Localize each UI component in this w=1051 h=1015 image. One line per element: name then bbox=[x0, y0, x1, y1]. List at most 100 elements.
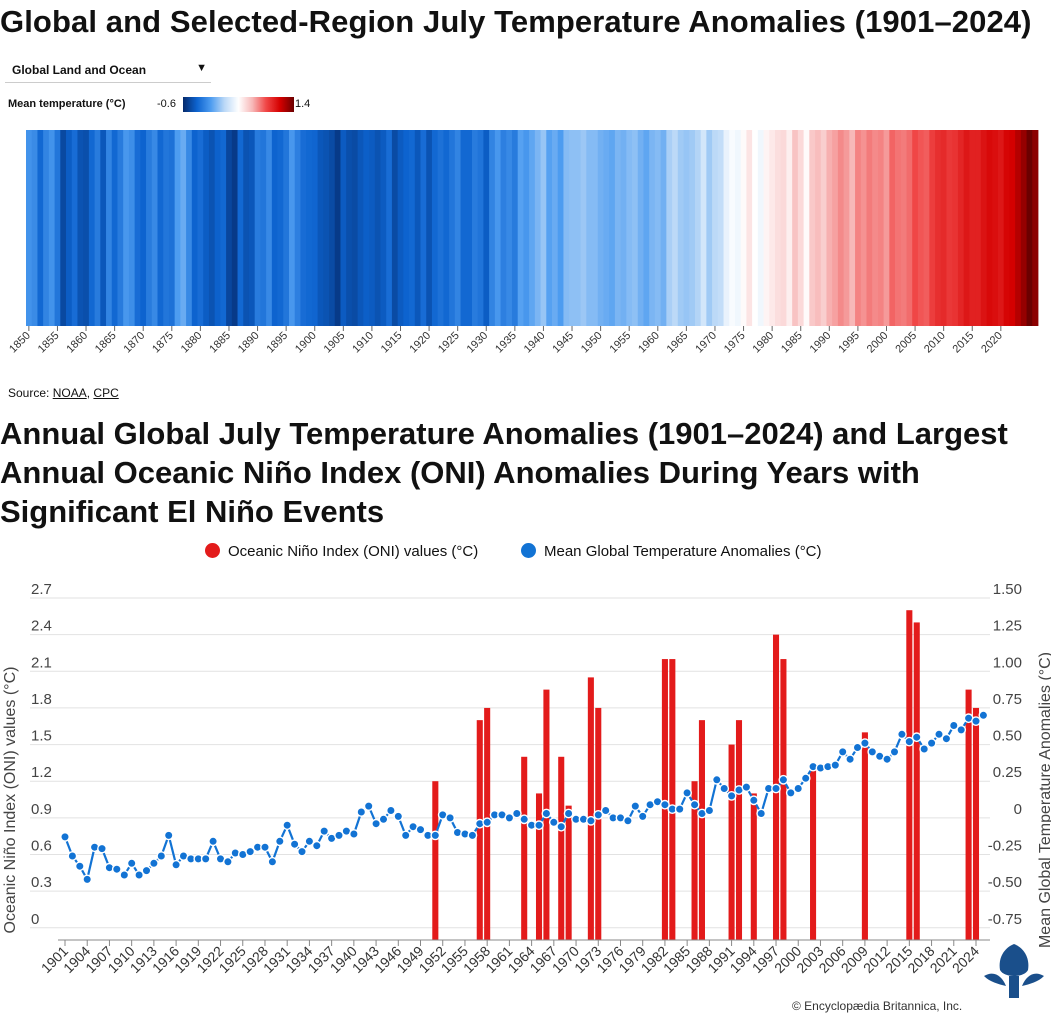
stripe-1961 bbox=[660, 130, 667, 326]
temperature-point-1936 bbox=[319, 826, 330, 837]
stripe-2003 bbox=[900, 130, 907, 326]
stripe-1868 bbox=[128, 130, 136, 326]
stripe-1909 bbox=[363, 130, 370, 326]
stripe-1980 bbox=[769, 130, 776, 326]
stripe-1955 bbox=[626, 130, 633, 326]
temperature-point-1999 bbox=[785, 787, 796, 798]
stripe-1866 bbox=[117, 130, 124, 326]
temperature-point-1942 bbox=[363, 801, 374, 812]
logo-leaf-left bbox=[984, 973, 1006, 986]
temperature-point-1938 bbox=[334, 830, 344, 841]
stripe-1931 bbox=[489, 130, 496, 326]
stripes-tick-label: 1905 bbox=[322, 330, 348, 356]
oni-bar-1973 bbox=[595, 707, 602, 940]
stripe-1957 bbox=[637, 130, 644, 326]
temperature-point-2007 bbox=[845, 754, 855, 765]
britannica-thistle-logo bbox=[984, 944, 1044, 998]
stripe-1939 bbox=[534, 130, 541, 326]
temperature-point-1965 bbox=[534, 820, 544, 831]
stripes-tick-label: 1960 bbox=[636, 330, 662, 356]
logo-stem bbox=[1009, 976, 1019, 998]
stripes-tick-label: 2000 bbox=[865, 330, 891, 356]
stripe-2006 bbox=[917, 130, 925, 326]
oni-bar-1968 bbox=[558, 756, 565, 940]
legend-temp-label: Mean Global Temperature Anomalies (°C) bbox=[544, 543, 822, 560]
temperature-point-2020 bbox=[941, 733, 952, 744]
stripe-1893 bbox=[271, 130, 278, 326]
stripes-tick-label: 1860 bbox=[64, 330, 90, 356]
stripe-1970 bbox=[712, 130, 719, 326]
legend-item-oni[interactable]: Oceanic Niño Index (ONI) values (°C) bbox=[205, 543, 478, 560]
stripe-1996 bbox=[860, 130, 867, 326]
stripe-1865 bbox=[111, 130, 118, 326]
temperature-point-2005 bbox=[830, 760, 841, 771]
source-link-noaa[interactable]: NOAA bbox=[52, 386, 87, 400]
stripe-1902 bbox=[323, 130, 330, 326]
y-left-axis-title: Oceanic Niño Index (ONI) values (°C) bbox=[2, 667, 19, 934]
color-scale-max: 1.4 bbox=[295, 98, 311, 110]
stripe-2012 bbox=[952, 130, 959, 326]
stripe-2007 bbox=[923, 130, 930, 326]
stripe-1993 bbox=[843, 130, 850, 326]
source-link-cpc[interactable]: CPC bbox=[93, 386, 119, 400]
stripe-2023 bbox=[1015, 130, 1022, 326]
temperature-point-1986 bbox=[689, 799, 700, 810]
stripe-1891 bbox=[260, 130, 267, 326]
stripe-1933 bbox=[500, 130, 507, 326]
stripe-1968 bbox=[700, 130, 707, 326]
temperature-point-2013 bbox=[889, 746, 900, 757]
stripes-tick-label: 1965 bbox=[665, 330, 691, 356]
stripes-tick-label: 1990 bbox=[808, 330, 834, 356]
oni-bar-1972 bbox=[587, 677, 594, 940]
region-select[interactable]: Global Land and Ocean ▼ bbox=[5, 58, 211, 83]
stripe-1986 bbox=[803, 130, 810, 326]
stripe-1967 bbox=[694, 130, 702, 326]
oni-bar-2016 bbox=[913, 622, 920, 940]
temperature-point-1956 bbox=[467, 830, 478, 841]
stripe-1857 bbox=[66, 130, 73, 326]
stripe-1906 bbox=[346, 130, 353, 326]
stripe-1994 bbox=[849, 130, 856, 326]
temperature-point-2012 bbox=[882, 754, 892, 765]
stripe-1929 bbox=[477, 130, 484, 326]
temperature-point-2006 bbox=[837, 746, 848, 757]
oni-bar-1969 bbox=[565, 805, 572, 940]
temperature-point-1997 bbox=[771, 783, 781, 794]
stripe-2020 bbox=[997, 130, 1005, 326]
temperature-point-1963 bbox=[519, 814, 530, 825]
stripe-1852 bbox=[37, 130, 44, 326]
stripe-1999 bbox=[877, 130, 885, 326]
oni-bar-1998 bbox=[780, 659, 787, 940]
y-left-tick-label: 2.7 bbox=[31, 581, 52, 598]
stripe-1925 bbox=[454, 130, 461, 326]
temperature-point-1904 bbox=[82, 874, 93, 885]
stripe-1977 bbox=[752, 130, 759, 326]
warming-stripes-chart: 1850 1855 1860 1865 1870 1875 1880 1885 1890 1895… bbox=[7, 130, 1039, 356]
stripe-2008 bbox=[929, 130, 936, 326]
stripes-tick-label: 1880 bbox=[179, 330, 205, 356]
stripe-1889 bbox=[248, 130, 256, 326]
stripes-tick-label: 2020 bbox=[979, 330, 1005, 356]
stripe-1941 bbox=[546, 130, 553, 326]
stripe-1963 bbox=[672, 130, 679, 326]
temperature-point-1947 bbox=[400, 830, 411, 841]
stripes-tick-label: 2010 bbox=[922, 330, 948, 356]
oni-temperature-chart: 0 0.3 0.6 0.9 1.2 1.5 1.8 2.1 2.4 2.7 -0.75 -0.50 -0… bbox=[2, 581, 1051, 976]
stripe-1914 bbox=[391, 130, 399, 326]
page-title: Global and Selected-Region July Temperat… bbox=[0, 4, 1032, 39]
temperature-point-1967 bbox=[548, 817, 559, 828]
stripe-1922 bbox=[437, 130, 444, 326]
stripes-tick-label: 1910 bbox=[350, 330, 376, 356]
stripe-2026 bbox=[1032, 130, 1039, 326]
stripe-1973 bbox=[729, 130, 736, 326]
temperature-point-1968 bbox=[556, 821, 567, 832]
temperature-point-1913 bbox=[148, 858, 159, 869]
oni-bar-1982 bbox=[661, 659, 668, 940]
oni-bar-2024 bbox=[972, 707, 980, 940]
legend-item-temp[interactable]: Mean Global Temperature Anomalies (°C) bbox=[521, 543, 822, 560]
stripes-tick-label: 1850 bbox=[7, 330, 33, 356]
stripe-1974 bbox=[734, 130, 742, 326]
stripe-2013 bbox=[957, 130, 965, 326]
oni-bar-1987 bbox=[698, 720, 705, 940]
stripe-1969 bbox=[706, 130, 713, 326]
